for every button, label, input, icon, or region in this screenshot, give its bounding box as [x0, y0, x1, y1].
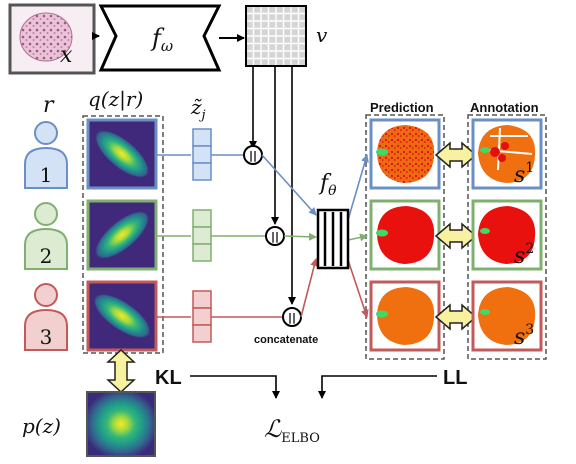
- concat-node: ||: [282, 307, 302, 327]
- decoder-subscript: θ: [328, 183, 337, 199]
- concat-symbol: ||: [271, 230, 279, 243]
- segmentation-label: s3: [514, 322, 534, 350]
- concat-to-decoder-arrow: [300, 258, 319, 318]
- encoder-block: fω: [98, 4, 222, 72]
- prediction-mask: [369, 280, 441, 352]
- prediction-mask: [369, 118, 441, 190]
- decoder-block: fθ: [316, 171, 350, 270]
- ll-double-arrow: [434, 222, 478, 250]
- annotator-variable: r: [43, 93, 55, 118]
- ll-label: LL: [443, 367, 467, 389]
- annotation-mask: s3: [471, 280, 543, 352]
- encoder-subscript: ω: [161, 37, 173, 55]
- annotator-row-3: 3 || s3: [24, 258, 543, 352]
- feature-map-symbol: v: [316, 23, 328, 47]
- annotation-mask: s2: [471, 199, 543, 271]
- annotator-icon: 1: [24, 121, 68, 189]
- sample-vector: [192, 128, 212, 181]
- posterior-label: q(z|r): [88, 87, 143, 112]
- feature-broadcast-lines: [249, 66, 296, 305]
- sample-vector: [192, 209, 212, 262]
- svg-text:z̃j: z̃j: [190, 95, 206, 123]
- sample-subscript: j: [199, 108, 206, 123]
- ll-to-elbo-arrow: [318, 375, 437, 399]
- annotator-row-1: 1 || s1: [24, 118, 543, 221]
- decoder-to-prediction-arrow: [347, 233, 368, 242]
- svg-text:ℒELBO: ℒELBO: [264, 415, 320, 446]
- sample-vector: [192, 290, 212, 343]
- concat-to-decoder-arrow: [283, 232, 317, 241]
- concat-node: ||: [243, 145, 263, 165]
- elbo-label: ℒ: [264, 415, 282, 443]
- kl-double-arrow: [106, 348, 136, 394]
- kl-label: KL: [155, 367, 182, 389]
- prior-label: p(z): [22, 414, 61, 438]
- decoder-to-prediction-arrow: [347, 154, 369, 221]
- concat-symbol: ||: [288, 311, 296, 324]
- input-symbol: x: [60, 43, 73, 68]
- concat-node: ||: [265, 226, 285, 246]
- elbo-subscript: ELBO: [281, 431, 320, 446]
- concat-label: concatenate: [254, 334, 318, 346]
- ll-double-arrow: [434, 141, 478, 169]
- ll-double-arrow: [434, 303, 478, 331]
- annotator-id: 1: [40, 163, 53, 187]
- annotation-header: Annotation: [470, 100, 539, 115]
- segmentation-label: s1: [514, 160, 534, 188]
- posterior-heatmap: [86, 118, 158, 190]
- prediction-mask: [369, 199, 441, 271]
- annotation-mask: s1: [471, 118, 543, 190]
- concat-to-decoder-arrow: [261, 154, 317, 216]
- annotator-icon: 3: [24, 283, 68, 351]
- svg-text:fθ: fθ: [318, 171, 337, 199]
- input-image-panel: x: [8, 3, 96, 75]
- kl-to-elbo-arrow: [190, 375, 280, 399]
- concat-symbol: ||: [249, 149, 257, 162]
- feature-map-grid: v: [245, 5, 328, 67]
- sample-label: z̃: [190, 95, 202, 119]
- decoder-to-prediction-arrow: [347, 259, 369, 318]
- segmentation-label: s2: [514, 241, 534, 269]
- annotator-row-2: 2 || s2: [24, 199, 543, 271]
- annotator-icon: 2: [24, 202, 68, 270]
- prediction-header: Prediction: [370, 100, 434, 115]
- posterior-heatmap: [86, 199, 158, 271]
- prior-distribution: [86, 391, 156, 457]
- annotator-id: 3: [40, 325, 53, 349]
- posterior-heatmap: [86, 280, 158, 352]
- annotator-id: 2: [40, 244, 53, 268]
- annotator-rows: 1 || s1 2 || s2 3 || s3: [24, 118, 543, 352]
